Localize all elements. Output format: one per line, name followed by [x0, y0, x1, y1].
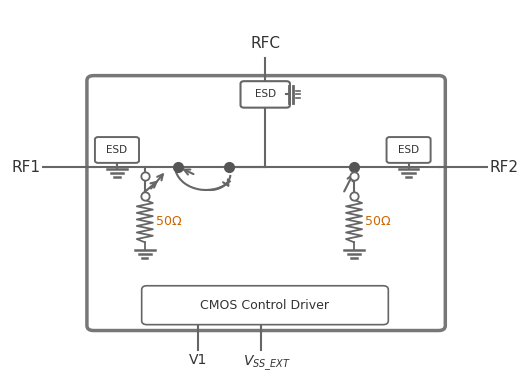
- FancyBboxPatch shape: [87, 76, 445, 331]
- Text: ESD: ESD: [398, 145, 419, 155]
- Text: V1: V1: [189, 353, 207, 367]
- FancyBboxPatch shape: [95, 137, 139, 163]
- Text: RF1: RF1: [11, 160, 40, 175]
- Text: RFC: RFC: [250, 36, 280, 51]
- Text: 50Ω: 50Ω: [156, 215, 182, 228]
- Text: $V_{SS\_EXT}$: $V_{SS\_EXT}$: [243, 353, 292, 373]
- Text: 50Ω: 50Ω: [365, 215, 391, 228]
- FancyBboxPatch shape: [386, 137, 430, 163]
- Text: CMOS Control Driver: CMOS Control Driver: [200, 299, 330, 312]
- Text: ESD: ESD: [254, 89, 276, 100]
- Text: ESD: ESD: [107, 145, 128, 155]
- FancyBboxPatch shape: [142, 286, 388, 325]
- Text: RF2: RF2: [490, 160, 519, 175]
- FancyBboxPatch shape: [241, 81, 290, 108]
